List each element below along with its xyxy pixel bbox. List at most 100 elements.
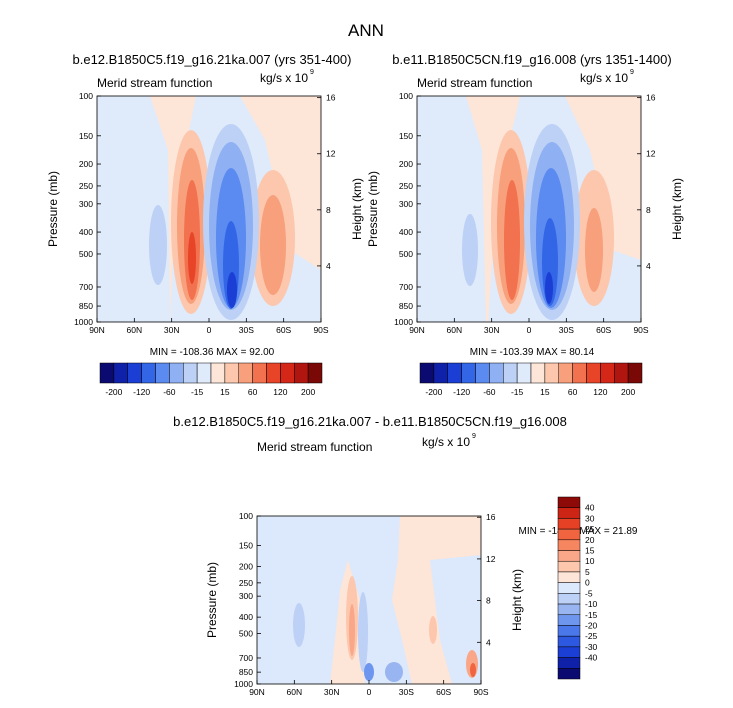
panel-1-left-label: Merid stream function <box>97 76 212 90</box>
panel-2-ytick-label: 400 <box>399 227 413 237</box>
panel-2-polar-cell <box>462 214 478 286</box>
panel-3-pos-blob-2 <box>349 604 355 656</box>
colorbar-diff-label: -5 <box>585 588 593 598</box>
colorbar-diff-swatch <box>557 668 581 680</box>
panel-3-xtick-label: 60N <box>287 687 303 697</box>
panel-3-ylabel: Pressure (mb) <box>205 562 219 638</box>
colorbar-2-swatch <box>627 362 643 384</box>
panel-1-hadley-s-max <box>227 272 237 308</box>
colorbar-diff-label: -40 <box>585 653 598 663</box>
colorbar-diff-swatch <box>557 646 581 658</box>
panel-2-ytick-label: 250 <box>399 181 413 191</box>
panel-1-ytick-right-label: 16 <box>326 93 336 103</box>
panel-1-xtick-label: 0 <box>207 325 212 335</box>
panel-3-pos-blob-5 <box>470 663 476 677</box>
panel-2-xtick-label: 30N <box>484 325 500 335</box>
panel-1-ylabel: Pressure (mb) <box>46 171 60 247</box>
panel-2-xtick-label: 60N <box>447 325 463 335</box>
colorbar-1-swatch <box>183 362 198 384</box>
panel-3-ytick-right-label: 16 <box>486 512 496 522</box>
colorbar-2-label: 200 <box>621 387 635 397</box>
panel-3-ytick-right-label: 4 <box>486 637 491 647</box>
panel-3-ytick-label: 250 <box>239 578 253 588</box>
panel-2-hadley-n-core <box>504 180 520 300</box>
panel-1-axes: 90N 60N 30N 0 30S 60S 90S 100 150 200 250 300 400 500… <box>74 91 336 335</box>
panel-1-units: kg/s x 10 <box>260 71 308 85</box>
colorbar-2-label: -60 <box>483 387 496 397</box>
colorbar-1-swatch <box>99 362 115 384</box>
panel-3-title: b.e12.B1850C5.f19_g16.21ka.007 - b.e11.B… <box>173 414 567 429</box>
colorbar-2-label: -15 <box>511 387 524 397</box>
colorbar-diff-label: 10 <box>585 556 595 566</box>
panel-3-ytick-right-label: 8 <box>486 596 491 606</box>
colorbar-1-label: 200 <box>301 387 315 397</box>
panel-2-nh-weak-cell <box>417 96 486 322</box>
panel-3-ytick-label: 200 <box>239 562 253 572</box>
panel-2-left-label: Merid stream function <box>417 76 532 90</box>
colorbar-1-swatch <box>141 362 156 384</box>
colorbar-1-swatch <box>252 362 267 384</box>
colorbar-diff-swatch <box>557 550 581 562</box>
panel-3-ytick-label: 850 <box>239 667 253 677</box>
colorbar-diff-swatch <box>557 625 581 637</box>
colorbar-diff-swatch <box>557 528 581 541</box>
panel-3-neg-region-east <box>430 555 481 684</box>
panel-3-neg-blob-1 <box>293 603 305 647</box>
colorbar-1-label: 60 <box>248 387 258 397</box>
panel-2-ytick-label: 300 <box>399 199 413 209</box>
panel-2-ferrel-inner <box>585 208 603 292</box>
panel-3-xtick-label: 30S <box>399 687 414 697</box>
panel-1-stats: MIN = -108.36 MAX = 92.00 <box>150 347 275 358</box>
panel-2-ytick-label: 200 <box>399 159 413 169</box>
panel-1-ytick-right-label: 8 <box>326 205 331 215</box>
panel-2-xtick-label: 90N <box>409 325 425 335</box>
colorbar-diff-label: 0 <box>585 578 590 588</box>
panel-2-axes: 90N 60N 30N 0 30S 60S 90S 100 150 200 250 300 400 500… <box>394 91 656 335</box>
panel-1-ytick-right-label: 4 <box>326 261 331 271</box>
colorbar-diff-swatch <box>557 518 581 530</box>
panel-3-ylabel-right: Height (km) <box>510 569 524 631</box>
colorbar-2-swatch <box>530 362 546 384</box>
panel-1-ytick-label: 300 <box>79 199 93 209</box>
colorbar-1-swatch <box>307 362 323 384</box>
panel-2-units-sup: 9 <box>630 69 634 76</box>
panel-3-ytick-right-label: 12 <box>486 554 496 564</box>
colorbar-1-label: -120 <box>133 387 150 397</box>
colorbar-2-swatch <box>572 362 587 384</box>
colorbar-2-swatch <box>516 362 532 384</box>
colorbar-2-swatch <box>489 362 504 384</box>
panel-3-ytick-label: 300 <box>239 591 253 601</box>
colorbar-1-swatch <box>196 362 212 384</box>
panel-3-field <box>257 516 481 684</box>
panel-3-xtick-label: 90S <box>473 687 488 697</box>
panel-3-pos-blob-3 <box>429 616 437 644</box>
panel-2: b.e11.B1850C5CN.f19_g16.008 (yrs 1351-14… <box>366 52 684 358</box>
panel-3-xtick-label: 30N <box>324 687 340 697</box>
panel-2-units: kg/s x 10 <box>580 71 628 85</box>
colorbar-1-swatch <box>280 362 295 384</box>
panel-1-ytick-label: 150 <box>79 131 93 141</box>
colorbar-2-label: 60 <box>568 387 578 397</box>
panel-3-units: kg/s x 10 <box>422 435 470 449</box>
colorbar-2-swatch <box>614 362 629 384</box>
panel-1-ferrel-inner <box>260 195 286 295</box>
panel-3-xtick-label: 60S <box>436 687 451 697</box>
panel-3-ytick-label: 100 <box>239 511 253 521</box>
panel-1-xtick-label: 60S <box>276 325 291 335</box>
panel-2-ylabel: Pressure (mb) <box>366 171 380 247</box>
colorbar-diff-swatch <box>557 603 581 616</box>
panel-3-neg-blob-2 <box>358 592 368 672</box>
panel-1-ylabel-right: Height (km) <box>350 178 364 240</box>
panel-1-ytick-label: 100 <box>79 91 93 101</box>
colorbar-diff-label: 20 <box>585 535 595 545</box>
colorbar-diff-label: -20 <box>585 620 598 630</box>
colorbar-1-label: -60 <box>163 387 176 397</box>
colorbar-2-label: 15 <box>540 387 550 397</box>
colorbar-2-swatch <box>544 362 559 384</box>
panel-1-ytick-right-label: 12 <box>326 149 336 159</box>
colorbar-1-swatch <box>266 362 281 384</box>
colorbar-1-swatch <box>210 362 226 384</box>
colorbar-1-swatch <box>238 362 253 384</box>
colorbar-2-swatch <box>461 362 476 384</box>
